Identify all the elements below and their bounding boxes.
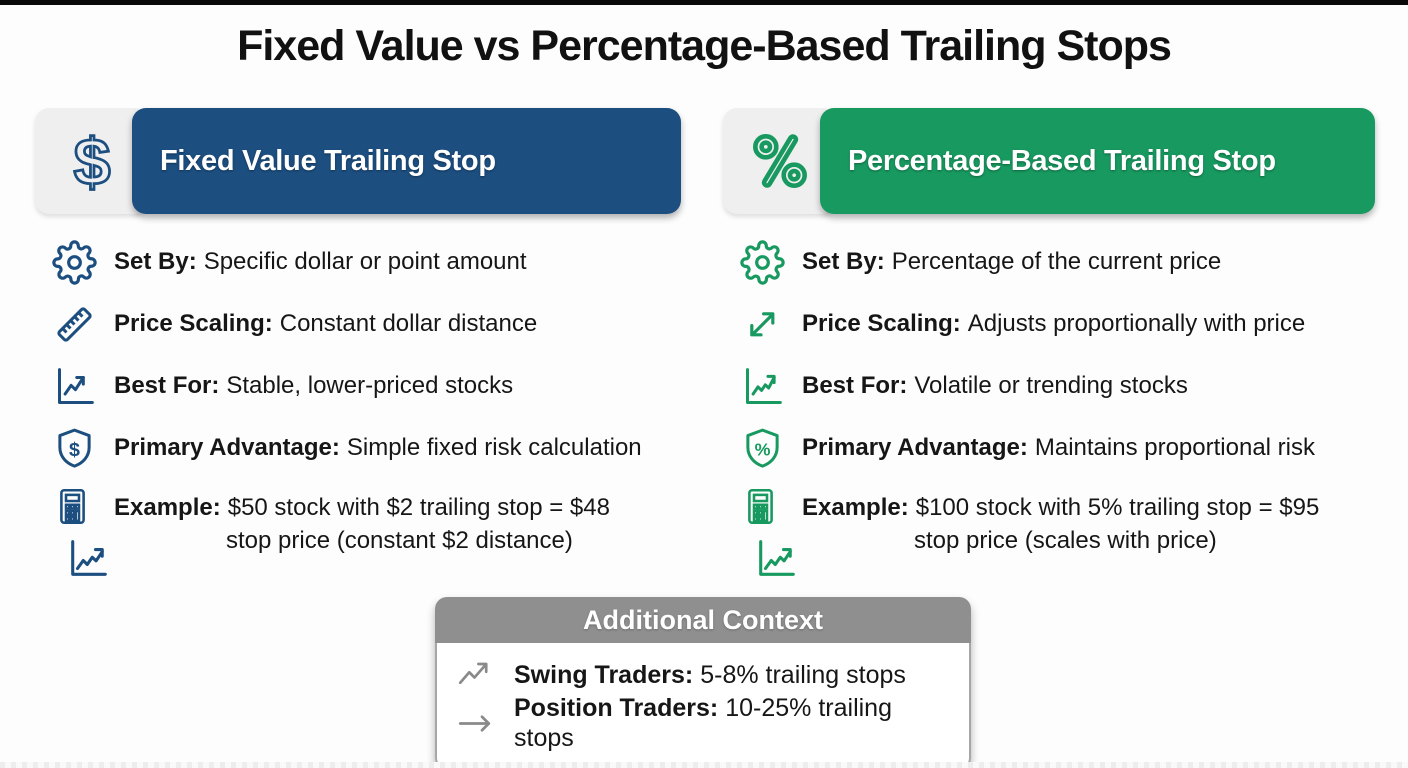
shield-percent-icon: % (738, 426, 786, 471)
row-label: Price Scaling: (114, 310, 273, 337)
row-value: 10-25% trailing stops (514, 694, 892, 752)
row-value: Constant dollar distance (279, 310, 538, 337)
row-label: Best For: (802, 372, 908, 399)
svg-text:$: $ (73, 125, 110, 198)
row-value: Stable, lower-priced stocks (226, 372, 514, 399)
page-title: Fixed Value vs Percentage-Based Trailing… (237, 22, 1172, 70)
gear-icon (738, 239, 786, 285)
feature-row: Best For: Volatile or trending stocks (738, 362, 1403, 410)
right-arrow-icon (453, 707, 499, 740)
additional-context-title: Additional Context (583, 604, 823, 635)
fixed-value-header-bar: Fixed Value Trailing Stop (132, 108, 681, 214)
ruler-icon (50, 302, 98, 347)
row-value: Specific dollar or point amount (203, 248, 527, 275)
dollar-sign-icon: $ (35, 108, 148, 214)
percentage-rows: Set By: Percentage of the current price P… (738, 238, 1403, 586)
row-value: 5-8% trailing stops (700, 660, 906, 689)
row-label: Swing Traders: (514, 660, 694, 689)
gear-icon (50, 239, 98, 285)
feature-row: Price Scaling: Constant dollar distance (50, 300, 700, 348)
trend-chart-icon (50, 364, 98, 409)
percentage-header-bar: Percentage-Based Trailing Stop (820, 108, 1375, 214)
svg-text:%: % (754, 439, 770, 459)
percentage-header-label: Percentage-Based Trailing Stop (848, 144, 1276, 177)
row-label: Position Traders: (514, 694, 719, 722)
svg-text:$: $ (69, 438, 80, 460)
row-value: Maintains proportional risk (1034, 434, 1315, 461)
percentage-header-card: Percentage-Based Trailing Stop (723, 108, 1375, 214)
calculator-icon (738, 486, 786, 532)
row-value: Percentage of the current price (891, 248, 1222, 275)
feature-row: % Primary Advantage: Maintains proportion… (738, 424, 1403, 472)
row-label: Best For: (114, 372, 220, 399)
example-row: Example: $50 stock with $2 trailing stop … (50, 486, 700, 586)
fixed-value-header-label: Fixed Value Trailing Stop (160, 144, 496, 177)
row-value-line2: stop price (scales with price) (914, 527, 1217, 554)
shield-dollar-icon: $ (50, 426, 98, 471)
row-value: $50 stock with $2 trailing stop = $48 (227, 494, 610, 521)
trend-chart-icon (738, 364, 786, 409)
row-label: Set By: (802, 248, 885, 275)
top-border-bar (0, 0, 1408, 5)
row-value: Simple fixed risk calculation (346, 434, 642, 461)
fixed-value-rows: Set By: Specific dollar or point amount P… (50, 238, 700, 586)
growth-chart-icon (754, 535, 795, 586)
example-row: Example: $100 stock with 5% trailing stop… (738, 486, 1403, 586)
percent-icon (723, 108, 836, 214)
row-label: Example: (114, 494, 221, 521)
row-label: Primary Advantage: (114, 434, 340, 461)
calculator-icon (50, 486, 98, 532)
additional-context-header: Additional Context (435, 597, 971, 643)
row-label: Price Scaling: (802, 310, 961, 337)
feature-row: Best For: Stable, lower-priced stocks (50, 362, 700, 410)
additional-context-box: Additional Context Swing Traders: 5-8% tr… (435, 597, 971, 768)
row-value: $100 stock with 5% trailing stop = $95 (915, 494, 1320, 521)
bottom-texture (0, 762, 1408, 768)
row-label: Set By: (114, 248, 197, 275)
feature-row: $ Primary Advantage: Simple fixed risk ca… (50, 424, 700, 472)
context-row: Swing Traders: 5-8% trailing stops (453, 656, 951, 693)
fixed-value-header-card: $ Fixed Value Trailing Stop (35, 108, 681, 214)
feature-row: Price Scaling: Adjusts proportionally wit… (738, 300, 1403, 348)
row-label: Primary Advantage: (802, 434, 1028, 461)
context-row: Position Traders: 10-25% trailing stops (453, 693, 951, 753)
row-label: Example: (802, 494, 909, 521)
row-value-line2: stop price (constant $2 distance) (226, 527, 573, 554)
growth-chart-icon (66, 535, 107, 586)
diagonal-arrows-icon (738, 302, 786, 347)
feature-row: Set By: Percentage of the current price (738, 238, 1403, 286)
zigzag-arrow-icon (453, 658, 499, 691)
row-value: Volatile or trending stocks (914, 372, 1188, 399)
feature-row: Set By: Specific dollar or point amount (50, 238, 700, 286)
row-value: Adjusts proportionally with price (967, 310, 1306, 337)
